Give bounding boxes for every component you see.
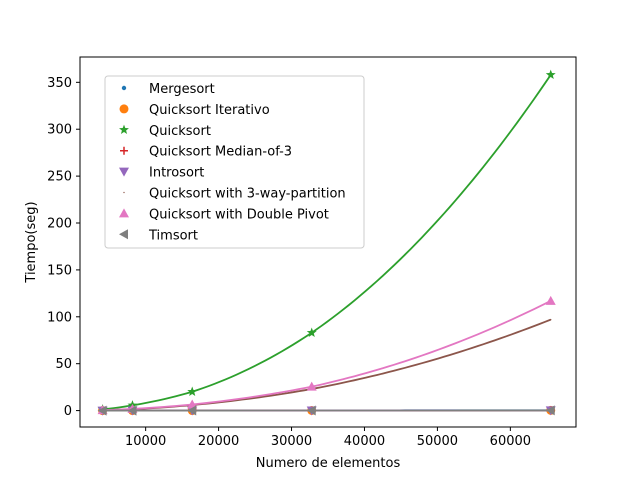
legend-marker (119, 167, 129, 177)
legend-box (104, 75, 365, 249)
data-point (306, 405, 316, 416)
data-point (97, 405, 107, 416)
legend-marker (119, 104, 129, 114)
legend-label: Quicksort (149, 124, 211, 139)
y-tick-label: 350 (47, 76, 72, 91)
y-tick-label: 300 (47, 123, 72, 138)
legend-label: Quicksort with 3-way-partition (149, 187, 346, 202)
x-tick-label: 20000 (198, 434, 239, 449)
legend-marker (120, 146, 128, 155)
x-tick-label: 40000 (344, 434, 385, 449)
series-line (102, 300, 552, 412)
legend-label: Mergesort (149, 82, 215, 97)
series-line (102, 74, 552, 411)
data-point (187, 405, 197, 416)
x-tick-label: 10000 (125, 434, 166, 449)
x-tick-label: 30000 (271, 434, 312, 449)
legend-marker (119, 124, 129, 135)
data-point (306, 381, 317, 391)
x-tick-label: 60000 (490, 434, 531, 449)
x-tick-label: 50000 (417, 434, 458, 449)
plot-frame (79, 56, 577, 428)
x-axis-label: Numero de elementos (256, 456, 401, 471)
y-axis-label: Tiempo(seg) (24, 201, 39, 283)
x-axis: 10000 20000 30000 40000 50000 60000 (125, 427, 531, 449)
y-tick-label: 200 (47, 217, 72, 232)
data-point (306, 327, 317, 337)
series-7 (97, 405, 555, 416)
data-point (127, 405, 137, 416)
legend: Mergesort Quicksort Iterativo Quicksort Qui… (104, 75, 365, 249)
data-point (187, 399, 198, 409)
data-point (545, 69, 556, 80)
series-layer (97, 69, 556, 416)
legend-label: Timsort (148, 228, 198, 243)
legend-label: Quicksort with Double Pivot (149, 207, 329, 222)
legend-marker (121, 85, 127, 91)
legend-marker (123, 191, 125, 194)
legend-label: Quicksort Iterativo (149, 103, 270, 118)
y-tick-label: 100 (47, 310, 72, 325)
y-tick-label: 150 (47, 263, 72, 278)
legend-marker (119, 229, 128, 240)
data-point (545, 405, 555, 416)
data-point (550, 319, 552, 321)
y-tick-label: 250 (47, 170, 72, 185)
legend-marker (119, 208, 129, 218)
data-point (187, 386, 198, 396)
legend-label: Quicksort Median-of-3 (149, 145, 292, 160)
y-tick-label: 0 (64, 404, 72, 419)
data-point (545, 295, 556, 305)
y-tick-label: 50 (55, 357, 72, 372)
legend-label: Introsort (149, 166, 204, 181)
y-axis: 0 50 100 150 200 250 300 350 (47, 76, 80, 419)
